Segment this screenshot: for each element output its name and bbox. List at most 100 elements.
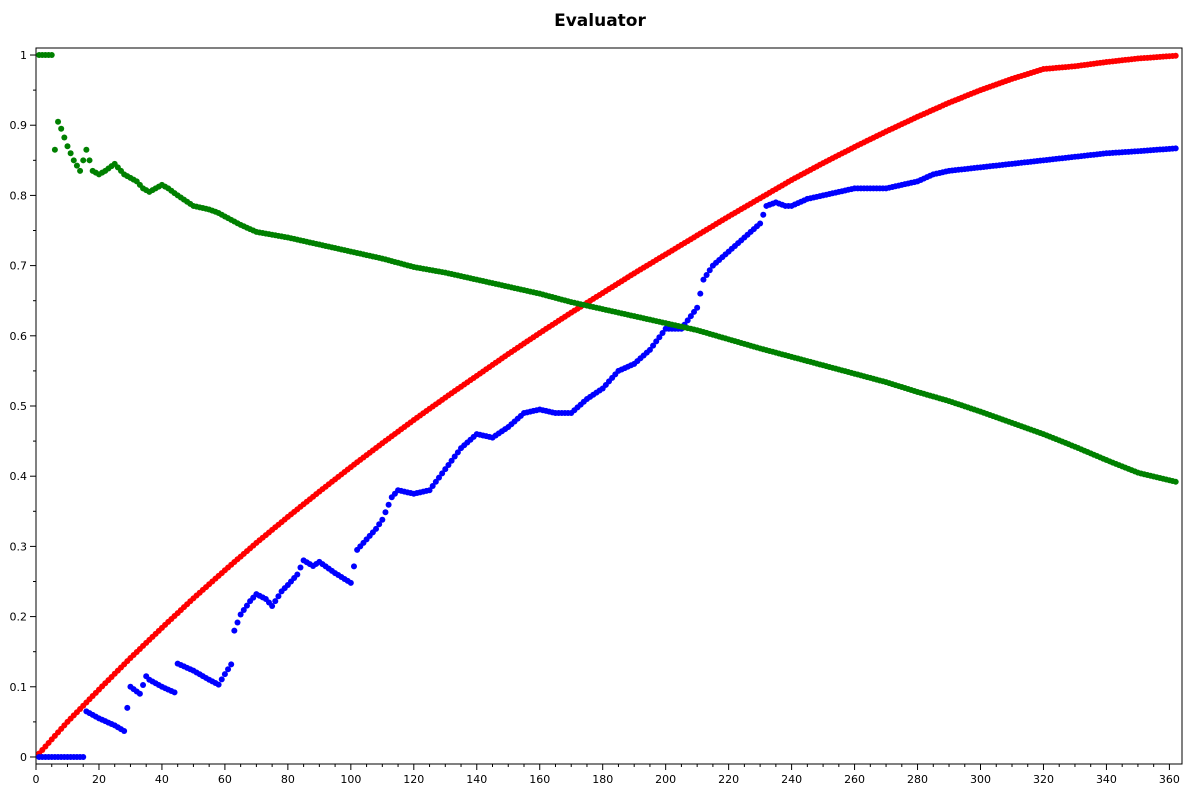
data-point — [225, 666, 232, 673]
data-point — [240, 607, 247, 614]
y-tick-label: 0.8 — [10, 189, 28, 202]
x-tick-label: 240 — [781, 773, 802, 786]
data-point — [234, 619, 241, 626]
data-point — [70, 157, 77, 164]
data-point — [426, 487, 433, 494]
data-point — [432, 478, 439, 485]
y-tick-label: 0.2 — [10, 611, 28, 624]
y-tick-label: 0.4 — [10, 470, 28, 483]
y-tick-label: 0.5 — [10, 400, 28, 413]
data-point — [48, 52, 55, 59]
data-point — [269, 603, 276, 610]
series-3 — [36, 52, 1179, 485]
data-point — [86, 157, 93, 164]
x-tick-label: 320 — [1033, 773, 1054, 786]
x-tick-label: 40 — [155, 773, 169, 786]
data-point — [221, 671, 228, 678]
data-point — [64, 143, 71, 150]
y-tick-label: 0.9 — [10, 119, 28, 132]
data-point — [350, 563, 357, 570]
data-point — [653, 338, 660, 345]
data-point — [650, 342, 657, 349]
plot-frame — [35, 47, 1183, 765]
data-point — [435, 474, 442, 481]
data-point — [379, 516, 386, 523]
data-point — [659, 329, 666, 336]
x-tick-label: 360 — [1159, 773, 1180, 786]
data-point — [121, 728, 128, 735]
y-tick-label: 1 — [20, 49, 27, 62]
data-point — [757, 220, 764, 227]
data-point — [51, 146, 58, 153]
x-tick-label: 340 — [1096, 773, 1117, 786]
data-point — [73, 162, 80, 169]
y-tick-label: 0.3 — [10, 540, 28, 553]
data-point — [215, 681, 222, 688]
data-point — [67, 150, 74, 157]
data-point — [61, 134, 68, 141]
data-point — [703, 271, 710, 278]
data-point — [697, 290, 704, 297]
y-tick-label: 0 — [20, 751, 27, 764]
data-point — [382, 509, 389, 516]
data-point — [376, 521, 383, 528]
data-point — [243, 602, 250, 609]
x-tick-label: 180 — [592, 773, 613, 786]
series-layer — [36, 52, 1179, 760]
data-point — [272, 598, 279, 605]
data-point — [451, 453, 458, 460]
data-point — [439, 470, 446, 477]
data-point — [448, 457, 455, 464]
series-2 — [36, 145, 1179, 760]
data-point — [275, 593, 282, 600]
x-tick-label: 80 — [281, 773, 295, 786]
data-point — [80, 157, 87, 164]
x-tick-label: 0 — [33, 773, 40, 786]
x-tick-label: 200 — [655, 773, 676, 786]
data-point — [700, 276, 707, 283]
data-point — [136, 690, 143, 697]
series-1 — [36, 52, 1179, 757]
data-point — [760, 211, 767, 218]
data-point — [656, 334, 663, 341]
data-point — [706, 267, 713, 274]
data-point — [231, 627, 238, 634]
x-tick-label: 220 — [718, 773, 739, 786]
data-point — [429, 483, 436, 490]
data-point — [373, 525, 380, 532]
data-point — [58, 125, 65, 132]
data-point — [237, 611, 244, 618]
data-point — [228, 661, 235, 668]
x-tick-label: 300 — [970, 773, 991, 786]
y-tick-label: 0.7 — [10, 260, 28, 273]
data-point — [684, 317, 691, 324]
x-tick-label: 260 — [844, 773, 865, 786]
data-point — [691, 308, 698, 315]
data-point — [646, 346, 653, 353]
y-tick-label: 0.6 — [10, 330, 28, 343]
data-point — [1172, 52, 1179, 59]
data-point — [55, 118, 62, 125]
y-tick-label: 0.1 — [10, 681, 28, 694]
data-point — [687, 313, 694, 320]
data-point — [1172, 145, 1179, 152]
data-point — [218, 676, 225, 683]
data-point — [77, 167, 84, 174]
data-point — [1172, 478, 1179, 485]
x-tick-label: 120 — [403, 773, 424, 786]
data-point — [124, 704, 131, 711]
data-point — [385, 501, 392, 508]
axis-ticks: 0 20 40 60 80 100 120 140 160 180 200 220 240 260 280 3… — [10, 49, 1180, 786]
data-point — [442, 466, 449, 473]
data-point — [294, 571, 301, 578]
data-point — [454, 449, 461, 456]
data-point — [140, 682, 147, 689]
data-point — [694, 304, 701, 311]
x-tick-label: 100 — [340, 773, 361, 786]
chart-title: Evaluator — [554, 11, 646, 31]
data-point — [171, 689, 178, 696]
data-point — [445, 461, 452, 468]
x-tick-label: 60 — [218, 773, 232, 786]
